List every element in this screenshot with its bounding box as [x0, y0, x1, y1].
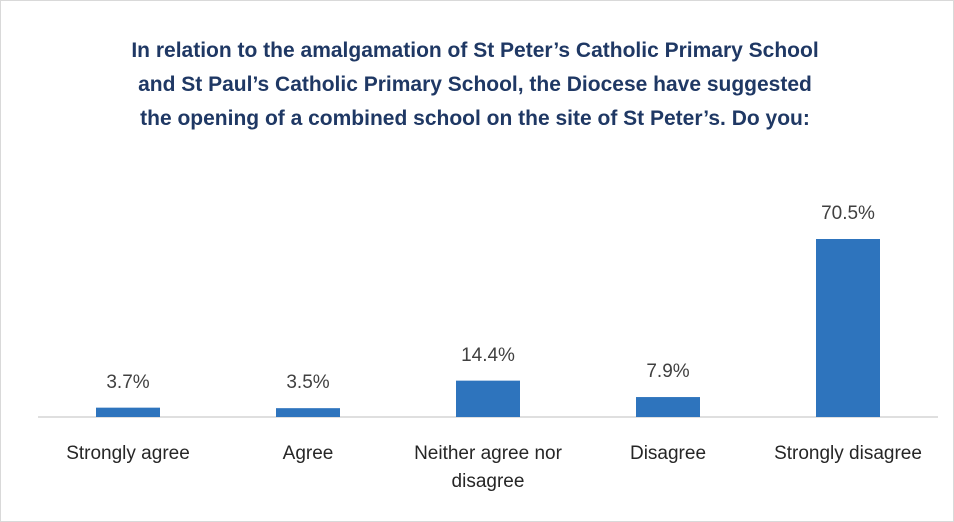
- bar: [96, 407, 160, 417]
- data-label: 3.5%: [286, 372, 330, 394]
- bar: [636, 397, 700, 417]
- data-label: 14.4%: [461, 344, 515, 366]
- x-tick-label: Strongly agree: [66, 443, 190, 464]
- x-tick-label: Disagree: [629, 443, 707, 464]
- x-tick-label: Neither agree nor disagree: [414, 443, 562, 492]
- data-label: 70.5%: [821, 203, 875, 224]
- x-tick-label: Agree: [282, 443, 334, 464]
- x-tick-label: Strongly disagree: [774, 443, 922, 464]
- bar: [276, 408, 340, 417]
- bar: [816, 239, 880, 417]
- data-label: 3.7%: [106, 371, 150, 393]
- bar: [456, 380, 520, 417]
- chart-title: In relation to the amalgamation of St Pe…: [131, 39, 819, 130]
- data-label: 7.9%: [646, 361, 690, 383]
